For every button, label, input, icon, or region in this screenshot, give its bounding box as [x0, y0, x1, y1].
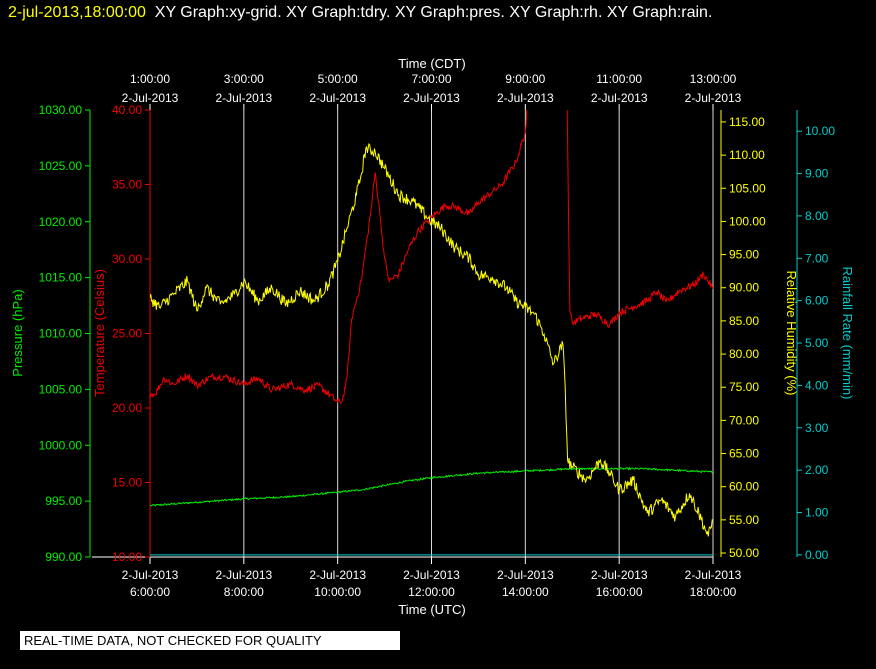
timestamp: 2-jul-2013,18:00:00	[8, 4, 146, 21]
top-tick-time: 5:00:00	[318, 72, 358, 86]
graph-list: XY Graph:xy-grid. XY Graph:tdry. XY Grap…	[154, 4, 713, 21]
bottom-tick-time: 8:00:00	[224, 585, 264, 599]
temperature-tick-label: 30.00	[112, 252, 142, 266]
top-tick-date: 2-Jul-2013	[215, 91, 272, 105]
pressure-axis-label: Pressure (hPa)	[10, 289, 25, 376]
pressure-tick-label: 1025.00	[39, 159, 83, 173]
rainfall-tick-label: 10.00	[805, 124, 835, 138]
temperature-tick-label: 25.00	[112, 327, 142, 341]
humidity-tick-label: 65.00	[729, 447, 759, 461]
rainfall-tick-label: 2.00	[805, 463, 829, 477]
pressure-tick-label: 1010.00	[39, 327, 83, 341]
bottom-tick-date: 2-Jul-2013	[685, 568, 742, 582]
humidity-tick-label: 70.00	[729, 413, 759, 427]
bottom-tick-date: 2-Jul-2013	[309, 568, 366, 582]
rainfall-tick-label: 8.00	[805, 209, 829, 223]
bottom-axis-title: Time (UTC)	[398, 602, 465, 617]
pressure-tick-label: 1000.00	[39, 438, 83, 452]
top-tick-time: 9:00:00	[505, 72, 545, 86]
top-tick-date: 2-Jul-2013	[403, 91, 460, 105]
temperature-tick-label: 10.00	[112, 550, 142, 564]
rainfall-tick-label: 1.00	[805, 506, 829, 520]
humidity-tick-label: 60.00	[729, 480, 759, 494]
bottom-tick-date: 2-Jul-2013	[122, 568, 179, 582]
humidity-tick-label: 105.00	[729, 181, 766, 195]
chart-header: 2-jul-2013,18:00:00 XY Graph:xy-grid. XY…	[8, 4, 712, 22]
pressure-tick-label: 990.00	[45, 550, 82, 564]
humidity-tick-label: 90.00	[729, 281, 759, 295]
bottom-tick-time: 6:00:00	[130, 585, 170, 599]
rainfall-tick-label: 9.00	[805, 167, 829, 181]
humidity-tick-label: 100.00	[729, 214, 766, 228]
temperature-tick-label: 20.00	[112, 401, 142, 415]
pressure-tick-label: 1015.00	[39, 271, 83, 285]
quality-notice: REAL-TIME DATA, NOT CHECKED FOR QUALITY	[20, 631, 400, 650]
humidity-tick-label: 50.00	[729, 546, 759, 560]
top-tick-date: 2-Jul-2013	[591, 91, 648, 105]
humidity-axis-label: Relative Humidity (%)	[784, 271, 799, 396]
humidity-series-line	[150, 142, 713, 537]
humidity-tick-label: 95.00	[729, 248, 759, 262]
top-tick-time: 3:00:00	[224, 72, 264, 86]
top-tick-date: 2-Jul-2013	[685, 91, 742, 105]
bottom-tick-date: 2-Jul-2013	[497, 568, 554, 582]
rainfall-tick-label: 4.00	[805, 378, 829, 392]
top-tick-date: 2-Jul-2013	[497, 91, 554, 105]
humidity-tick-label: 55.00	[729, 513, 759, 527]
pressure-tick-label: 1030.00	[39, 103, 83, 117]
bottom-tick-date: 2-Jul-2013	[591, 568, 648, 582]
bottom-tick-date: 2-Jul-2013	[403, 568, 460, 582]
top-tick-date: 2-Jul-2013	[309, 91, 366, 105]
humidity-tick-label: 80.00	[729, 347, 759, 361]
top-tick-time: 1:00:00	[130, 72, 170, 86]
bottom-tick-time: 10:00:00	[314, 585, 361, 599]
temperature-axis-label: Temperature (Celsius)	[92, 269, 107, 397]
top-axis-title: Time (CDT)	[398, 56, 465, 71]
top-tick-time: 13:00:00	[690, 72, 737, 86]
humidity-tick-label: 110.00	[729, 148, 765, 162]
rainfall-tick-label: 5.00	[805, 336, 829, 350]
bottom-tick-time: 14:00:00	[502, 585, 549, 599]
rainfall-tick-label: 3.00	[805, 421, 829, 435]
bottom-tick-time: 18:00:00	[690, 585, 737, 599]
pressure-tick-label: 995.00	[45, 494, 82, 508]
rainfall-tick-label: 6.00	[805, 294, 829, 308]
pressure-tick-label: 1005.00	[39, 382, 83, 396]
bottom-tick-time: 12:00:00	[408, 585, 455, 599]
humidity-tick-label: 85.00	[729, 314, 759, 328]
top-tick-date: 2-Jul-2013	[122, 91, 179, 105]
pressure-tick-label: 1020.00	[39, 215, 83, 229]
rainfall-axis-label: Rainfall Rate (mm/min)	[840, 267, 855, 400]
bottom-tick-time: 16:00:00	[596, 585, 643, 599]
rainfall-tick-label: 7.00	[805, 251, 829, 265]
humidity-tick-label: 75.00	[729, 380, 759, 394]
top-tick-time: 7:00:00	[411, 72, 451, 86]
top-tick-time: 11:00:00	[596, 72, 642, 86]
bottom-tick-date: 2-Jul-2013	[215, 568, 272, 582]
humidity-tick-label: 115.00	[729, 115, 765, 129]
temperature-tick-label: 35.00	[112, 178, 142, 192]
rainfall-tick-label: 0.00	[805, 548, 829, 562]
temperature-tick-label: 15.00	[112, 476, 142, 490]
pressure-series-line	[150, 466, 713, 507]
temperature-tick-label: 40.00	[112, 103, 142, 117]
temperature-series-line	[150, 110, 713, 405]
